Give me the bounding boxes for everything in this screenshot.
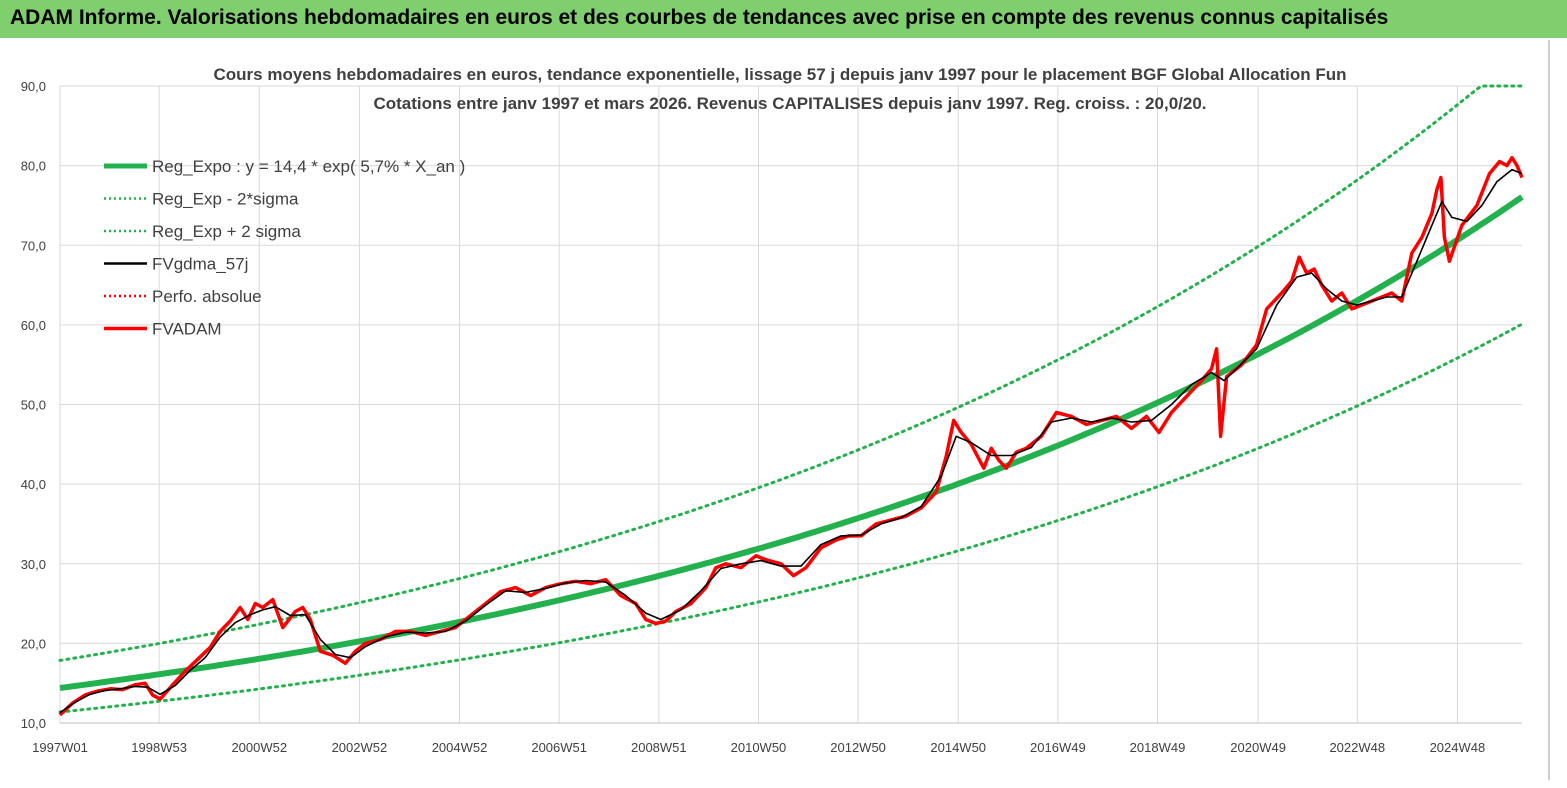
header-title: ADAM Informe. Valorisations hebdomadaire… [10,6,1389,29]
x-tick-label: 2000W52 [231,740,287,755]
x-tick-label: 2022W48 [1329,740,1385,755]
y-tick-label: 90,0 [21,79,46,94]
x-axis: 1997W01 1998W53 2000W52 2002W52 2004W52 2006W… [32,722,1522,755]
legend-label: Reg_Exp - 2*sigma [152,190,299,209]
x-tick-label: 2018W49 [1130,740,1186,755]
x-tick-label: 2024W48 [1430,740,1486,755]
chart-background [0,38,1567,783]
x-tick-label: 2020W49 [1230,740,1286,755]
y-tick-label: 70,0 [21,238,46,253]
x-tick-label: 2014W50 [930,740,986,755]
chart-grid [59,85,1522,724]
x-tick-label: 1998W53 [131,740,187,755]
reg-expo-line [59,194,1524,691]
fvgdma-57j-line [59,168,1523,714]
legend-label: Reg_Exp + 2 sigma [152,222,301,241]
reg-exp-minus-2sigma-line [58,322,1524,714]
x-tick-label: 2008W51 [631,740,687,755]
x-tick-label: 2006W51 [531,740,587,755]
x-tick-label: 1997W01 [32,740,88,755]
y-tick-label: 60,0 [21,318,46,333]
y-tick-label: 20,0 [21,636,46,651]
x-tick-label: 2004W52 [432,740,488,755]
x-tick-label: 2002W52 [332,740,388,755]
header-bar: ADAM Informe. Valorisations hebdomadaire… [0,0,1567,38]
chart-subtitle: Cotations entre janv 1997 et mars 2026. … [373,94,1206,113]
legend-label: FVADAM [152,320,222,339]
y-tick-label: 30,0 [21,557,46,572]
legend-label: FVgdma_57j [152,255,248,274]
chart-frame: 10,0 20,0 30,0 40,0 50,0 60,0 70,0 80,0 90,0 199… [0,38,1567,783]
chart-title: Cours moyens hebdomadaires en euros, ten… [213,65,1346,84]
legend-label: Perfo. absolue [152,287,262,306]
y-axis: 10,0 20,0 30,0 40,0 50,0 60,0 70,0 80,0 90,0 [21,79,46,731]
y-tick-label: 10,0 [21,716,46,731]
y-tick-label: 50,0 [21,398,46,413]
y-tick-label: 40,0 [21,477,46,492]
chart-legend: Reg_Expo : y = 14,4 * exp( 5,7% * X_an )… [104,157,465,339]
x-tick-label: 2016W49 [1030,740,1086,755]
legend-label: Reg_Expo : y = 14,4 * exp( 5,7% * X_an ) [152,157,465,176]
chart-lines [58,84,1524,717]
x-tick-label: 2012W50 [830,740,886,755]
chart-svg: 10,0 20,0 30,0 40,0 50,0 60,0 70,0 80,0 90,0 199… [0,38,1567,783]
x-tick-label: 2010W50 [731,740,787,755]
y-tick-label: 80,0 [21,159,46,174]
